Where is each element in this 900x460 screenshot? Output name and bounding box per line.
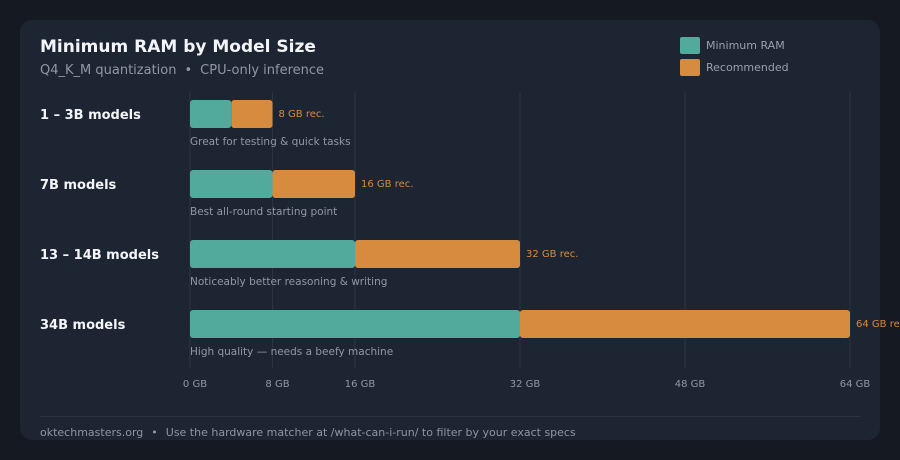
subtitle-inference: CPU-only inference [200,63,325,78]
chart-title: Minimum RAM by Model Size [40,37,316,57]
bar-recommended [520,310,850,338]
legend-item-recommended: Recommended [680,58,789,76]
row-description: High quality — needs a beefy machine [190,346,393,358]
category-label: 1 – 3B models [40,108,141,123]
rec-value-label: 16 GB rec. [361,179,413,190]
bar-minimum [190,100,232,128]
rec-value-label: 8 GB rec. [279,109,325,120]
chart-subtitle: Q4_K_M quantization • CPU-only inference [40,63,324,78]
category-label: 13 – 14B models [40,248,159,263]
bar-recommended [272,170,355,198]
legend-label-recommended: Recommended [706,60,789,74]
footer: oktechmasters.org • Use the hardware match… [40,426,576,439]
x-tick-label: 16 GB [345,379,376,390]
subtitle-quantization: Q4_K_M quantization [40,63,177,78]
category-label: 7B models [40,178,117,193]
x-tick-label: 0 GB [183,379,207,390]
bar-minimum [190,240,355,268]
bar-minimum [190,310,520,338]
footer-site: oktechmasters.org [40,426,144,439]
legend-label-minimum: Minimum RAM [706,38,785,52]
x-tick-label: 32 GB [510,379,541,390]
row-description: Great for testing & quick tasks [190,136,351,148]
chart-card: Minimum RAM by Model Size Q4_K_M quantiz… [20,20,880,440]
x-tick-label: 64 GB [840,379,871,390]
legend-item-minimum: Minimum RAM [680,36,785,54]
bar-recommended [231,100,273,128]
x-tick-label: 8 GB [265,379,289,390]
footer-divider [40,416,860,417]
rec-value-label: 64 GB rec. [856,319,900,330]
bar-recommended [355,240,520,268]
subtitle-separator: • [184,63,193,78]
x-tick-label: 48 GB [675,379,706,390]
row-description: Noticeably better reasoning & writing [190,276,387,288]
row-description: Best all-round starting point [190,206,337,218]
footer-separator: • [151,426,158,439]
rec-value-label: 32 GB rec. [526,249,578,260]
footer-note: Use the hardware matcher at /what-can-i-… [165,426,576,439]
bar-minimum [190,170,273,198]
legend-swatch-recommended [680,58,700,76]
category-label: 34B models [40,318,126,333]
legend-swatch-minimum [680,36,700,54]
